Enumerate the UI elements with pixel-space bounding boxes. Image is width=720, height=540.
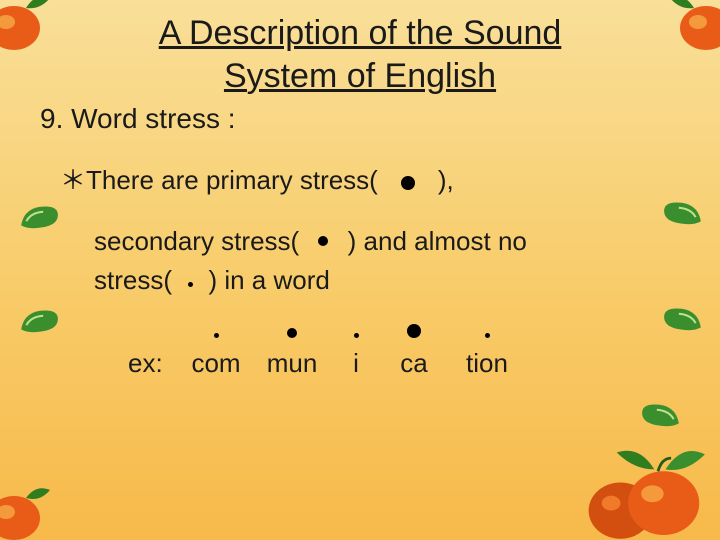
example-label: ex:: [128, 344, 178, 383]
stress-dot-icon: [354, 333, 359, 338]
line-a-prefix: ＊There are primary stress(: [60, 161, 378, 200]
line-primary-stress: ＊There are primary stress( ),: [60, 161, 720, 200]
syllable-mun: mun: [254, 328, 330, 383]
line-c-1: stress(: [94, 265, 172, 295]
page-title: A Description of the Sound System of Eng…: [0, 0, 720, 99]
line-c-2: ) in a word: [208, 265, 329, 295]
line-a-suffix: ),: [438, 161, 454, 200]
stress-dot-icon: [287, 328, 297, 338]
title-line-1: A Description of the Sound: [159, 14, 562, 52]
syllable-i: i: [330, 333, 382, 383]
stress-dot-icon: [214, 333, 219, 338]
no-stress-dot-icon: [188, 282, 193, 287]
syllable-tion: tion: [446, 333, 528, 383]
syllable-com: com: [178, 333, 254, 383]
syllable-text: mun: [267, 344, 318, 383]
example-block: ex: com mun i ca tion: [128, 324, 720, 383]
stress-dot-icon: [485, 333, 490, 338]
section-heading: 9. Word stress :: [0, 103, 720, 135]
title-line-2: System of English: [224, 57, 496, 95]
syllable-text: tion: [466, 344, 508, 383]
syllable-text: com: [191, 344, 240, 383]
line-secondary-stress: secondary stress( ) and almost no stress…: [94, 222, 720, 300]
syllable-text: ca: [400, 344, 427, 383]
syllable-ca: ca: [382, 324, 446, 383]
orange-fruit-icon: [0, 486, 60, 540]
orange-fruit-cluster-icon: [568, 430, 718, 540]
line-b-1: secondary stress(: [94, 226, 299, 256]
leaf-icon: [640, 400, 682, 430]
stress-dot-icon: [407, 324, 421, 338]
line-b-2: ) and almost no: [348, 226, 527, 256]
example-row: ex: com mun i ca tion: [128, 324, 720, 383]
primary-stress-dot-icon: [401, 176, 415, 190]
body-content: ＊There are primary stress( ), secondary …: [0, 161, 720, 383]
secondary-stress-dot-icon: [318, 236, 328, 246]
syllable-text: i: [353, 344, 359, 383]
